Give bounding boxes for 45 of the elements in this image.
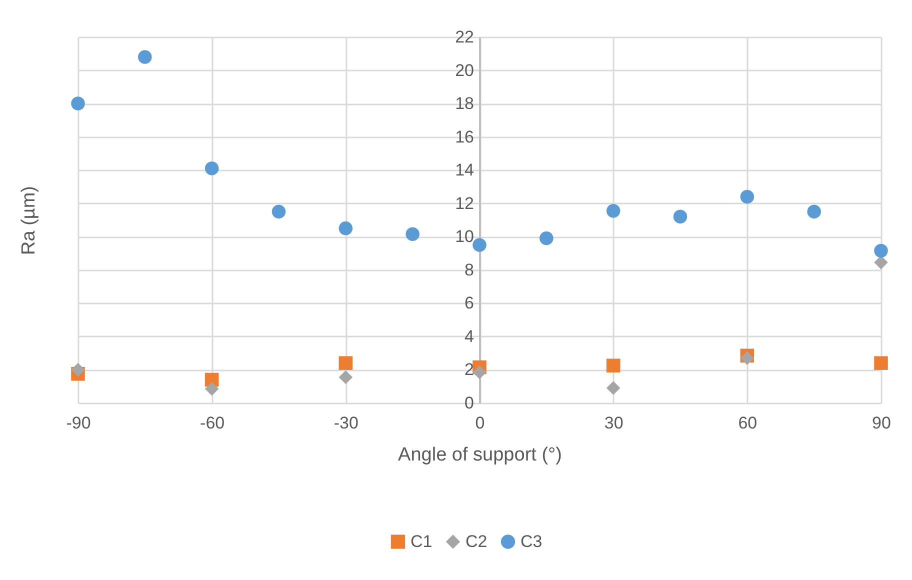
point [606, 381, 620, 395]
point [740, 190, 754, 204]
point [71, 96, 85, 110]
point [606, 204, 620, 218]
point [204, 382, 219, 396]
legend-label: C1 [410, 532, 432, 551]
point [472, 238, 486, 252]
x-tick-label: -90 [66, 414, 91, 432]
point [874, 356, 888, 370]
point [138, 50, 152, 64]
y-tick-label: 12 [455, 194, 474, 213]
x-tick-label: 60 [738, 414, 758, 432]
y-tick-label: 4 [464, 326, 474, 346]
point [540, 231, 554, 246]
y-tick-label: 0 [464, 394, 474, 412]
point [71, 362, 85, 377]
point [472, 365, 486, 380]
y-tick-label: 10 [455, 227, 474, 246]
point [807, 204, 821, 219]
point [338, 370, 353, 384]
point [874, 256, 888, 270]
y-tick-label: 14 [455, 160, 474, 180]
legend-label: C3 [520, 532, 542, 551]
y-axis-title: Ra (µm) [18, 186, 40, 255]
x-tick-label: 30 [604, 414, 624, 432]
point [874, 244, 888, 258]
x-tick-label: -60 [200, 414, 225, 432]
y-tick-label: 8 [464, 260, 474, 280]
x-axis-title: Angle of support (°) [398, 444, 562, 466]
point [204, 162, 219, 176]
point [740, 351, 754, 365]
point [338, 221, 353, 236]
y-tick-label: 20 [455, 60, 474, 80]
y-tick-label: 22 [455, 28, 474, 46]
y-tick-label: 16 [455, 127, 474, 146]
y-tick-label: 18 [455, 94, 474, 114]
point [338, 356, 353, 370]
point [406, 227, 420, 242]
x-tick-label: -30 [334, 414, 358, 432]
y-tick-label: 6 [464, 294, 474, 313]
x-tick-label: 90 [872, 414, 891, 432]
point [272, 204, 286, 219]
point [673, 210, 688, 224]
legend-label: C2 [466, 532, 488, 551]
point [606, 358, 620, 372]
